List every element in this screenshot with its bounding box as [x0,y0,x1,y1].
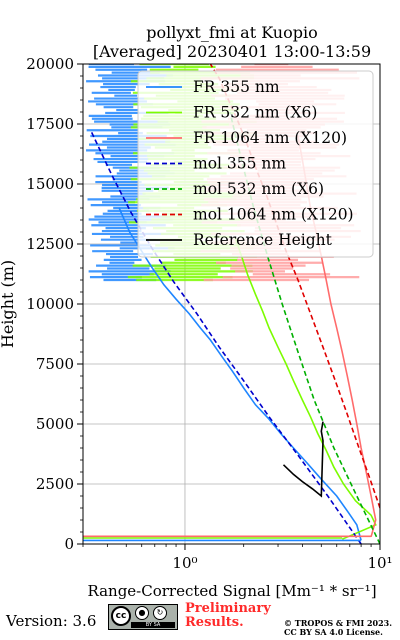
legend-label: FR 532 nm (X6) [193,104,317,122]
legend-label: mol 355 nm [193,155,286,173]
chart-title: pollyxt_fmi at Kuopio [146,23,317,42]
legend-label: mol 1064 nm (X120) [193,206,354,224]
series-line [282,421,324,498]
series-line [90,130,362,544]
copyright-line-1: © TROPOS & FMI 2023. [284,618,393,628]
x-tick-label: 10⁰ [172,554,197,572]
x-axis-label: Range-Corrected Signal [Mm⁻¹ * sr⁻¹] [87,582,376,600]
copyright-line-2: CC BY SA 4.0 License. [284,627,383,637]
preliminary-text: Preliminary [185,601,271,616]
cc-badge-sa: SA [153,622,161,628]
version-label: Version: 3.6 [6,612,97,630]
x-tick-label: 10¹ [367,554,392,572]
legend-label: FR 355 nm [193,78,280,96]
footer: Version: 3.6 cc ● ↻ BY SA Preliminary Re… [0,600,400,640]
y-tick-label: 5000 [36,415,74,433]
by-person-icon: ● [135,606,149,620]
legend-box [137,70,374,258]
copyright-note: © TROPOS & FMI 2023. CC BY SA 4.0 Licens… [284,619,392,637]
y-tick-label: 2500 [36,475,74,493]
y-tick-label: 12500 [26,235,74,253]
y-tick-label: 15000 [26,175,74,193]
y-tick-label: 0 [64,535,74,553]
legend-label: Reference Height [193,231,333,249]
axis-ticks: 0 2500 5000 7500 10000 12500 15000 17500 20000 10… [26,55,392,572]
preliminary-results-note: Preliminary Results. [185,602,271,630]
share-alike-icon: ↻ [153,606,167,620]
series-line [118,207,362,541]
legend-label: FR 1064 nm (X120) [193,129,347,147]
chart: pollyxt_fmi at Kuopio [Averaged] 2023040… [0,23,393,600]
cc-icon: cc [111,606,131,626]
cc-badge-strip: BY SA [131,622,175,628]
y-tick-label: 20000 [26,55,74,73]
results-text: Results. [185,615,244,630]
y-axis-label: Height (m) [0,260,17,348]
y-tick-label: 10000 [26,295,74,313]
cc-badge-by: BY [145,622,152,628]
chart-subtitle: [Averaged] 20230401 13:00-13:59 [93,42,371,61]
y-tick-label: 7500 [36,355,74,373]
legend-label: mol 532 nm (X6) [193,180,324,198]
series-line [234,236,377,540]
y-tick-label: 17500 [26,115,74,133]
legend: FR 355 nm FR 532 nm (X6) FR 1064 nm (X120)… [137,70,374,258]
cc-license-badge: cc ● ↻ BY SA [108,604,178,630]
